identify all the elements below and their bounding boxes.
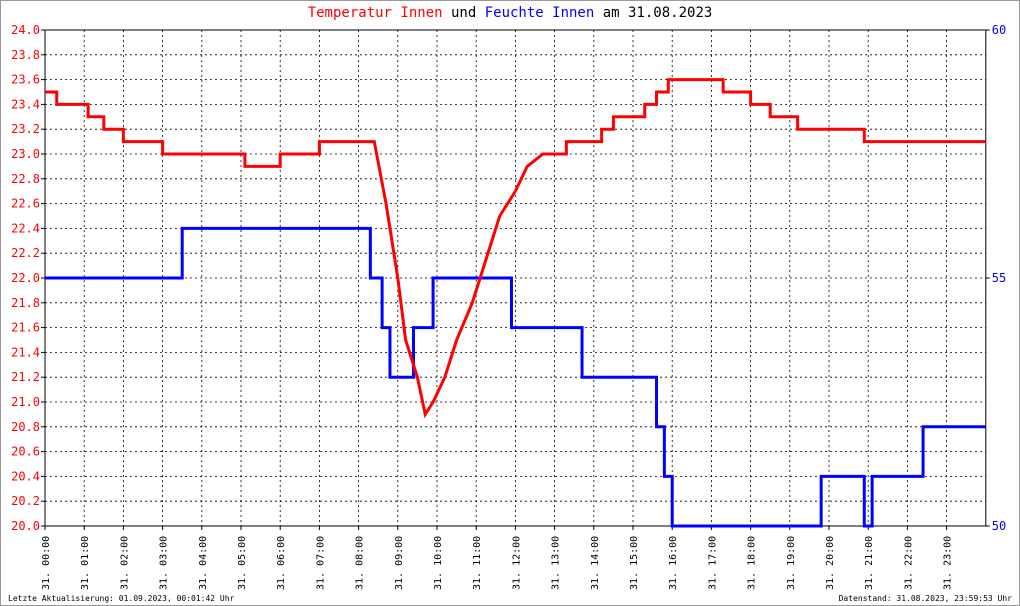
x-tick-label: 31. 12:00 (511, 536, 522, 590)
series-line (45, 226, 986, 528)
x-tick-label: 31. 14:00 (590, 536, 601, 590)
y-tick-label: 24.0 (11, 23, 40, 37)
y-tick-label: 21.8 (11, 296, 40, 310)
y-tick-label: 21.0 (11, 395, 40, 409)
x-tick-label: 31. 20:00 (825, 536, 836, 590)
y-tick-label: 20.2 (11, 494, 40, 508)
chart-title: Temperatur Innen und Feuchte Innen am 31… (308, 5, 713, 21)
x-tick-label: 31. 18:00 (747, 536, 758, 590)
x-tick-label: 31. 00:00 (41, 536, 52, 590)
x-tick-label: 31. 04:00 (198, 536, 209, 590)
y-tick-label: 23.2 (11, 122, 40, 136)
y-tick-label: 21.4 (11, 345, 40, 359)
x-tick-label: 31. 07:00 (315, 536, 326, 590)
x-tick-label: 31. 19:00 (786, 536, 797, 590)
x-tick-label: 31. 09:00 (394, 536, 405, 590)
x-tick-label: 31. 11:00 (472, 536, 483, 590)
title-part: Temperatur Innen (308, 5, 443, 21)
x-tick-label: 31. 06:00 (276, 536, 287, 590)
y-tick-label: 21.2 (11, 370, 40, 384)
title-part: Feuchte Innen (485, 5, 595, 21)
x-tick-label: 31. 08:00 (355, 536, 366, 590)
footer-right: Datenstand: 31.08.2023, 23:59:53 Uhr (839, 594, 1013, 603)
footer-left: Letzte Aktualisierung: 01.09.2023, 00:01… (8, 594, 235, 603)
y-tick-label: 22.2 (11, 246, 40, 260)
x-tick-label: 31. 16:00 (668, 536, 679, 590)
x-tick-label: 31. 02:00 (119, 536, 130, 590)
y2-tick-label: 60 (992, 23, 1006, 37)
y-tick-label: 20.6 (11, 445, 40, 459)
x-tick-label: 31. 05:00 (237, 536, 248, 590)
y-tick-label: 22.6 (11, 197, 40, 211)
y2-tick-label: 55 (992, 271, 1006, 285)
y-tick-label: 22.8 (11, 172, 40, 186)
x-tick-label: 31. 17:00 (707, 536, 718, 590)
x-tick-label: 31. 23:00 (943, 536, 954, 590)
x-tick-label: 31. 01:00 (80, 536, 91, 590)
x-tick-label: 31. 22:00 (903, 536, 914, 590)
y-tick-label: 23.6 (11, 73, 40, 87)
title-part: und (451, 5, 476, 21)
series-line (45, 78, 986, 419)
y-tick-label: 22.0 (11, 271, 40, 285)
y-tick-label: 23.8 (11, 48, 40, 62)
x-tick-label: 31. 03:00 (159, 536, 170, 590)
y2-tick-label: 50 (992, 519, 1006, 533)
y-tick-label: 21.6 (11, 321, 40, 335)
title-part: am 31.08.2023 (603, 5, 713, 21)
y-tick-label: 23.0 (11, 147, 40, 161)
y-tick-label: 22.4 (11, 221, 40, 235)
x-tick-label: 31. 21:00 (864, 536, 875, 590)
x-tick-label: 31. 13:00 (551, 536, 562, 590)
y-tick-label: 20.4 (11, 469, 40, 483)
y-tick-label: 20.0 (11, 519, 40, 533)
x-tick-label: 31. 10:00 (433, 536, 444, 590)
x-tick-label: 31. 15:00 (629, 536, 640, 590)
y-tick-label: 20.8 (11, 420, 40, 434)
y-tick-label: 23.4 (11, 97, 40, 111)
